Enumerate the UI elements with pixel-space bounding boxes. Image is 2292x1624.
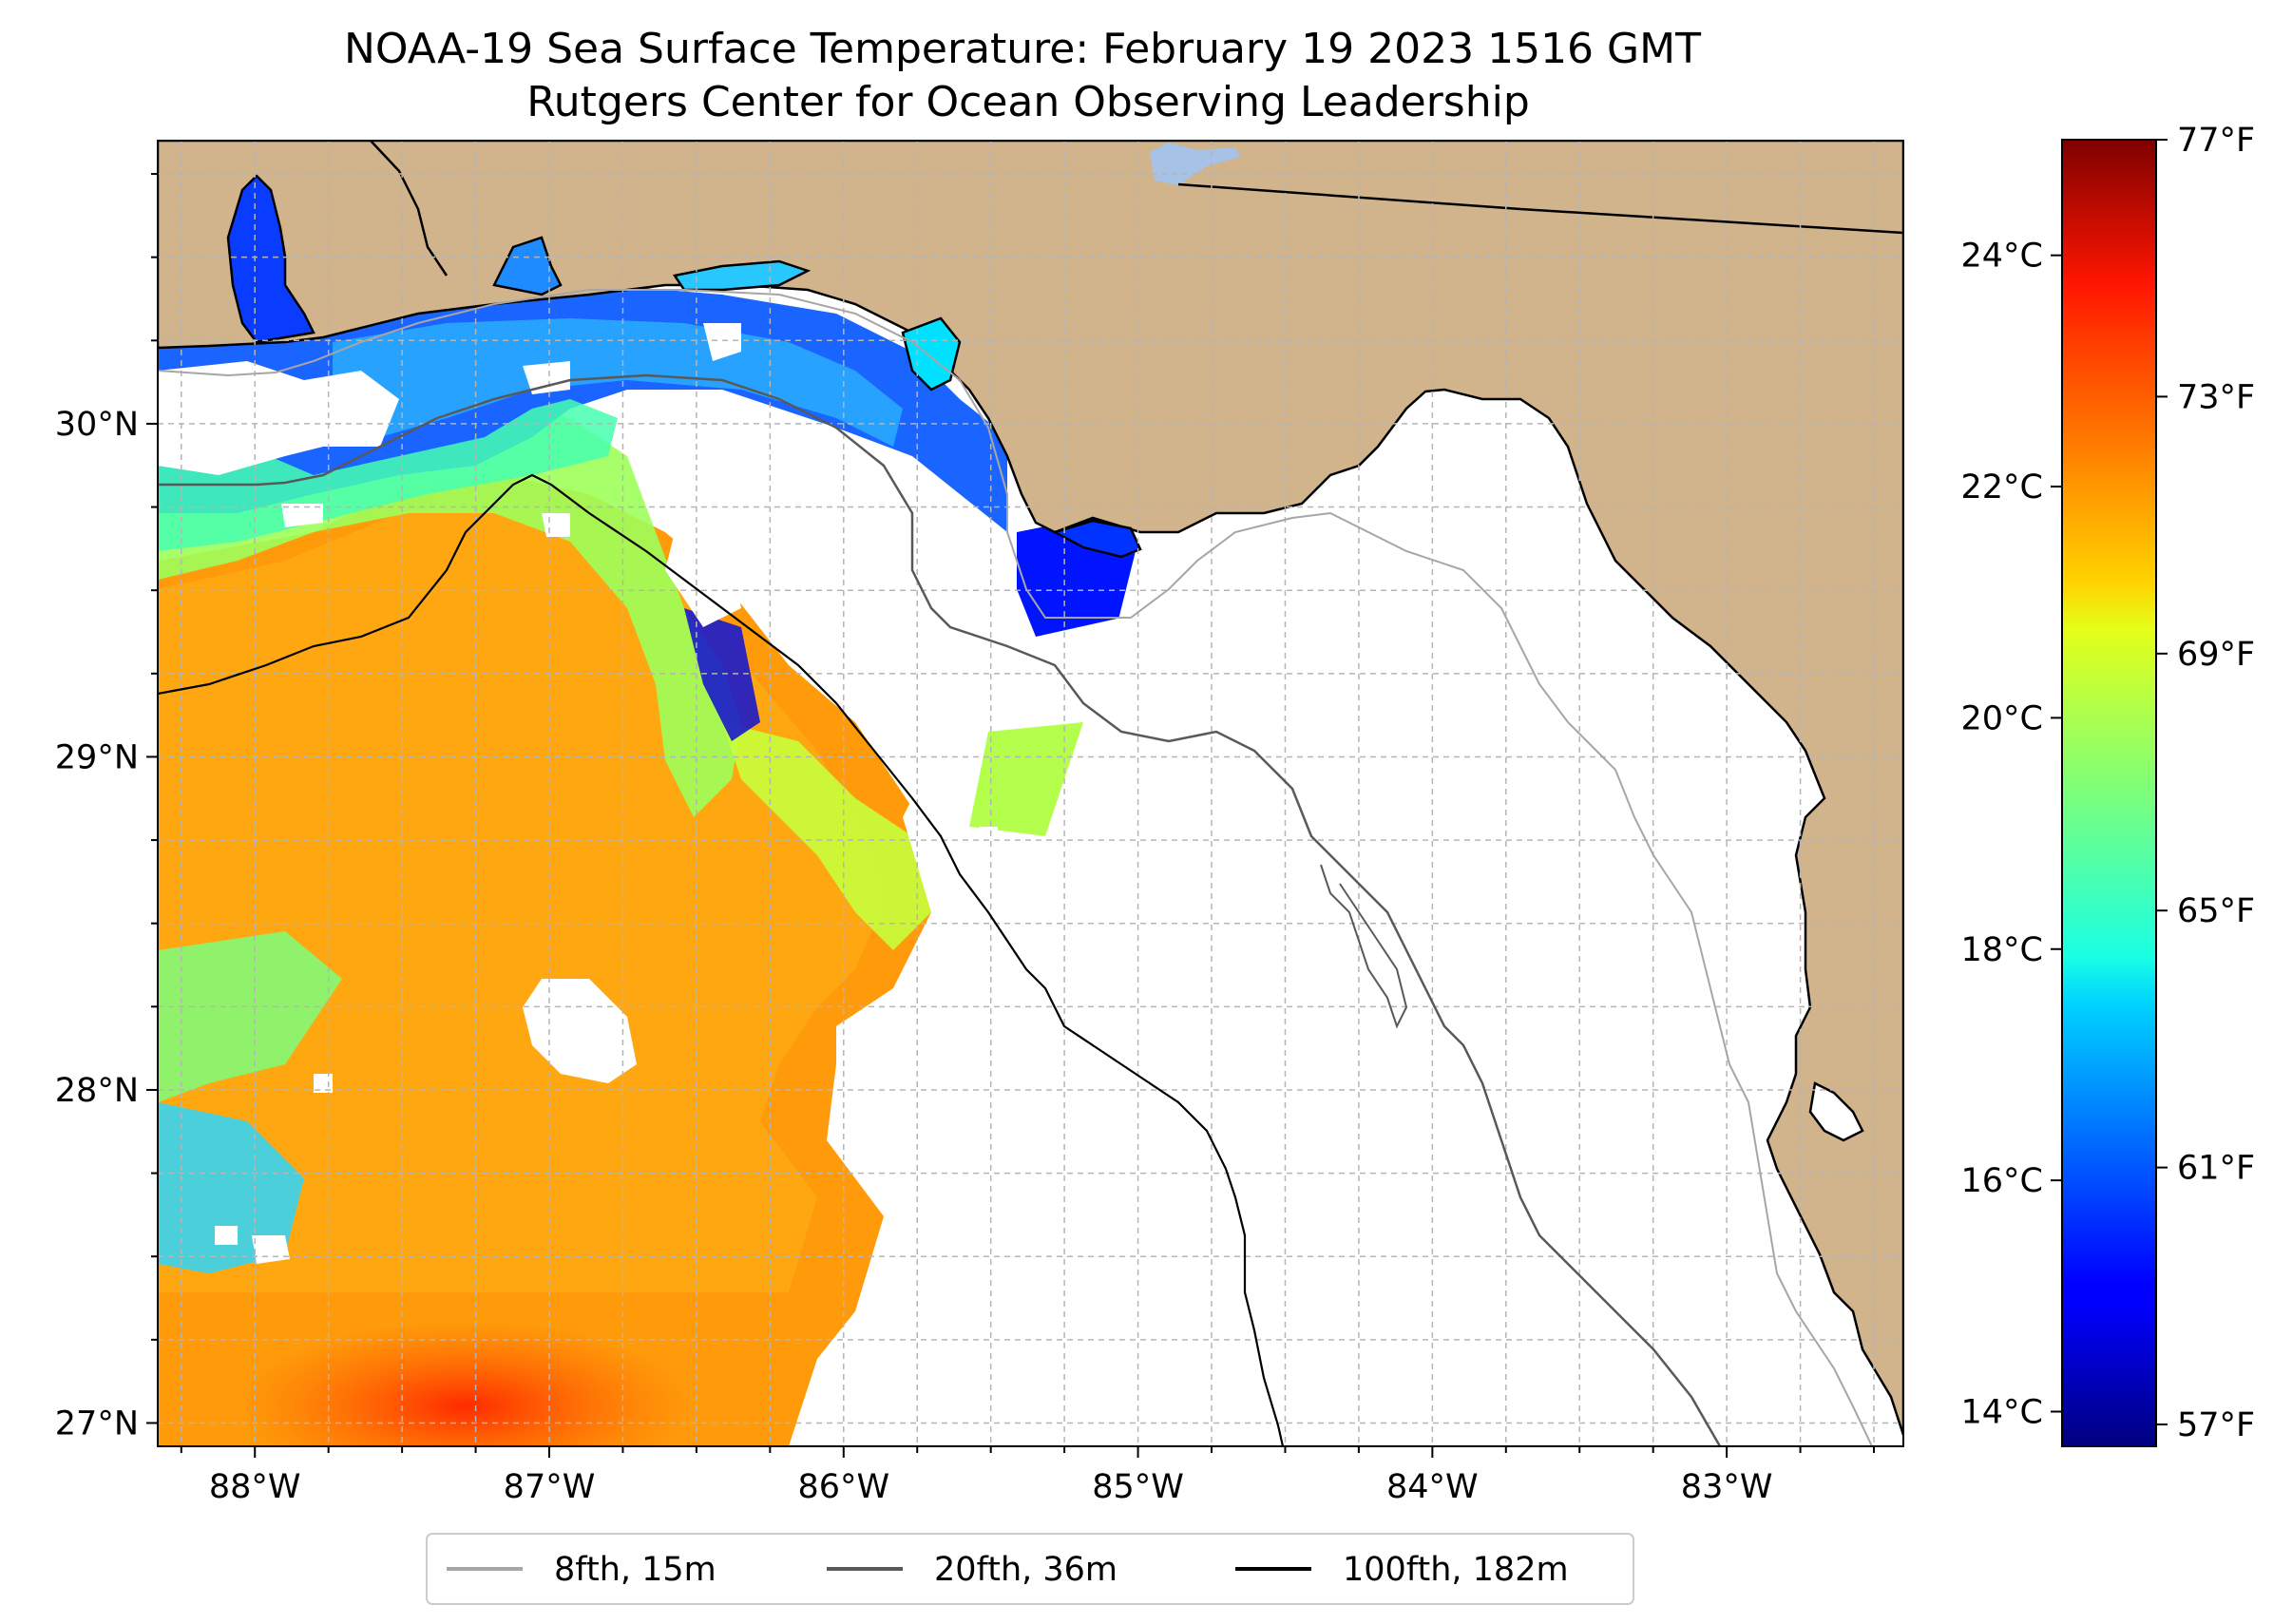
legend-label: 8fth, 15m (554, 1551, 716, 1589)
legend: 8fth, 15m 20fth, 36m 100fth, 182m (426, 1533, 1634, 1605)
lon-tick-label: 85°W (1092, 1468, 1184, 1506)
celsius-tick-label: 16°C (1961, 1162, 2043, 1200)
pensacola-bay (492, 236, 563, 296)
land-mainland (158, 141, 1903, 1436)
title-line-2: Rutgers Center for Ocean Observing Leade… (526, 78, 1530, 126)
isobath-8fth (158, 289, 1873, 1446)
fahrenheit-tick-label: 77°F (2177, 122, 2255, 160)
map-frame (157, 140, 1904, 1447)
tampa-bay (1808, 1081, 1864, 1142)
colorbar-gradient (2061, 139, 2157, 1447)
lon-tick-label: 86°W (797, 1468, 889, 1506)
isobaths (158, 289, 1873, 1446)
lat-tick-label: 30°N (55, 406, 139, 444)
state-boundary (1177, 182, 1903, 235)
celsius-tick-label: 14°C (1961, 1393, 2043, 1431)
lon-tick-label: 87°W (504, 1468, 596, 1506)
colorbar-celsius-axis: 14°C 16°C 18°C 20°C 22°C 24°C (1961, 238, 2062, 1431)
gridlines (158, 141, 1903, 1446)
fahrenheit-tick-label: 65°F (2177, 892, 2255, 930)
isobath-100fth (158, 473, 1285, 1446)
title-line-1: NOAA-19 Sea Surface Temperature: Februar… (344, 25, 1701, 73)
land-layer (158, 141, 1903, 1436)
lat-tick-label: 28°N (55, 1072, 139, 1110)
fahrenheit-tick-label: 61°F (2177, 1150, 2255, 1188)
celsius-tick-label: 20°C (1961, 699, 2043, 737)
lon-tick-label: 83°W (1681, 1468, 1773, 1506)
legend-label: 20fth, 36m (934, 1551, 1117, 1589)
lon-tick-label: 88°W (209, 1468, 301, 1506)
colorbar-fahrenheit-axis: 57°F 61°F 65°F 69°F 73°F 77°F (2156, 122, 2255, 1444)
celsius-tick-label: 18°C (1961, 931, 2043, 969)
lat-tick-label: 27°N (55, 1404, 139, 1442)
fahrenheit-tick-label: 73°F (2177, 378, 2255, 416)
lat-tick-label: 29°N (55, 738, 139, 776)
apalachee-bay-area (1051, 519, 1142, 559)
legend-label: 100fth, 182m (1343, 1551, 1569, 1589)
legend-box (426, 1533, 1634, 1605)
colorbar: 14°C 16°C 18°C 20°C 22°C 24°C 57°F 61°F 65°F 69°… (1961, 122, 2255, 1447)
mobile-bay (226, 174, 315, 344)
celsius-tick-label: 22°C (1961, 468, 2043, 506)
lon-tick-label: 84°W (1386, 1468, 1479, 1506)
isobath-20fth-shoal (1320, 864, 1408, 1029)
fahrenheit-tick-label: 57°F (2177, 1406, 2255, 1444)
lon-axis: 88°W 87°W 86°W 85°W 84°W 83°W (180, 1446, 1876, 1506)
celsius-tick-label: 24°C (1961, 238, 2043, 276)
fahrenheit-tick-label: 69°F (2177, 636, 2255, 674)
lat-axis: 27°N 28°N 29°N 30°N (55, 173, 158, 1442)
isobath-20fth (158, 373, 1722, 1446)
